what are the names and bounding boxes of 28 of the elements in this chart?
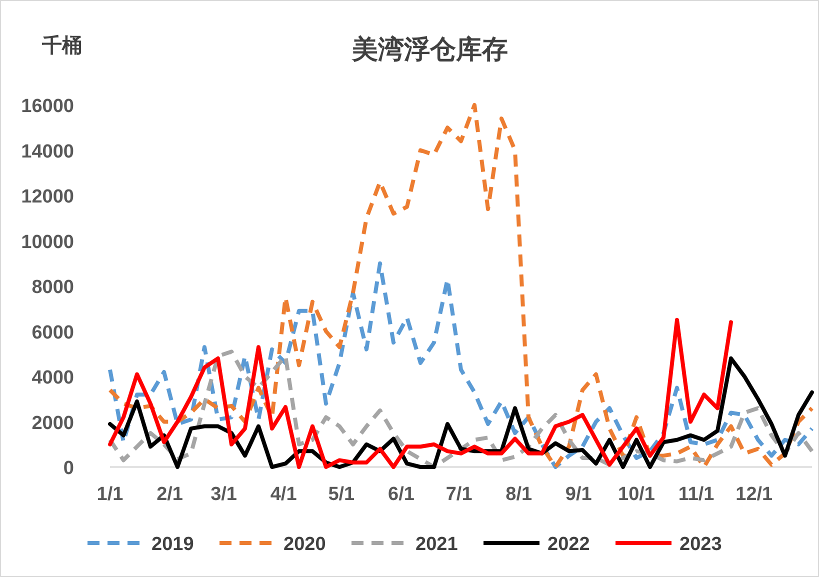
x-tick-label: 7/1 (446, 484, 473, 505)
x-tick-label: 6/1 (388, 484, 415, 505)
y-tick-label: 2000 (32, 412, 74, 434)
y-tick-label: 0 (63, 458, 74, 479)
y-tick-label: 12000 (21, 186, 74, 208)
legend-label: 2023 (680, 534, 722, 555)
y-tick-label: 4000 (32, 368, 74, 388)
legend-label: 2019 (152, 534, 194, 555)
y-axis-title: 千桶 (41, 33, 82, 57)
x-tick-label: 2/1 (156, 484, 184, 505)
x-tick-label: 1/1 (96, 484, 124, 505)
legend-label: 2021 (416, 534, 458, 555)
x-tick-label: 10/1 (618, 484, 656, 505)
y-tick-label: 10000 (21, 232, 74, 253)
x-tick-label: 11/1 (678, 484, 715, 505)
x-tick-label: 5/1 (328, 484, 356, 505)
x-tick-label: 4/1 (270, 484, 298, 505)
legend-label: 2022 (548, 534, 590, 555)
x-tick-label: 3/1 (210, 484, 238, 505)
y-tick-label: 14000 (21, 141, 74, 162)
y-tick-label: 6000 (32, 322, 74, 344)
x-tick-label: 8/1 (506, 484, 532, 505)
x-tick-label: 12/1 (736, 484, 774, 505)
x-tick-label: 9/1 (565, 484, 592, 505)
y-tick-label: 8000 (32, 277, 74, 298)
y-tick-label: 16000 (21, 96, 74, 117)
chart-title: 美湾浮仓库存 (351, 35, 508, 65)
legend-label: 2020 (284, 534, 326, 555)
